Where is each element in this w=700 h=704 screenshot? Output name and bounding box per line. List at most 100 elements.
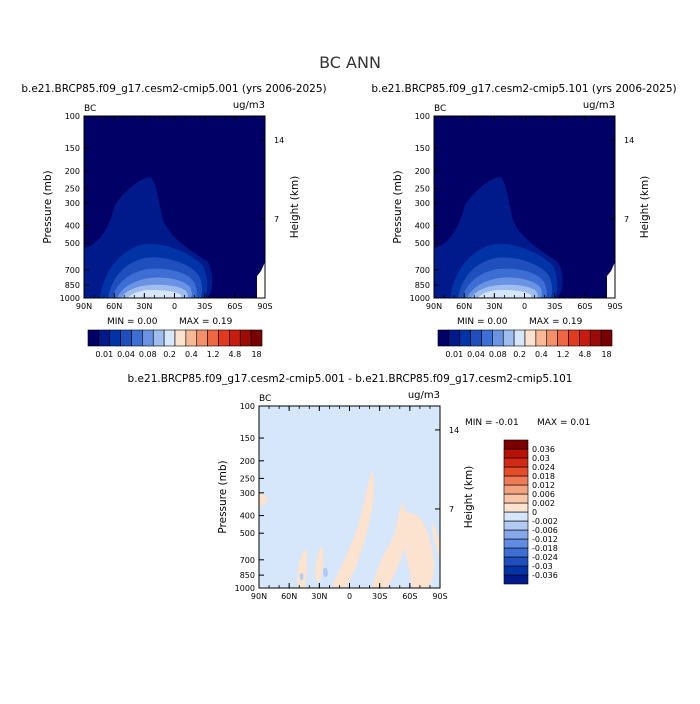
y-tick-label: 100 [415, 112, 430, 121]
y2-tick-label: 14 [274, 136, 284, 145]
colorbar-swatch [492, 329, 504, 347]
panel-2-colorbar: 0.01 0.04 0.08 0.2 0.4 1.2 4.8 18 [437, 329, 613, 359]
colorbar-label: 0.002 [532, 499, 555, 508]
colorbar-swatch [503, 574, 529, 585]
y-tick-label: 700 [240, 556, 255, 565]
colorbar-label: 18 [601, 350, 611, 359]
y-tick-label: 150 [415, 144, 430, 153]
colorbar-swatch [481, 329, 493, 347]
x-tick-label: 60S [577, 302, 592, 311]
y2-tick-label: 14 [624, 136, 634, 145]
y-tick-label: 250 [415, 184, 430, 193]
colorbar-swatch [196, 329, 208, 347]
colorbar-swatch [448, 329, 461, 347]
colorbar-swatch [513, 329, 526, 347]
colorbar-label: -0.018 [532, 544, 558, 553]
colorbar-swatch [239, 329, 252, 347]
x-tick-label: 30S [197, 302, 212, 311]
colorbar-swatch [503, 529, 529, 540]
panel-2-axes: 90N 60N 30N 0 30S 60S 90S 100 150 200 250 300 400 500… [410, 112, 635, 311]
x-tick-label: 90N [251, 592, 267, 601]
colorbar-swatch [109, 329, 121, 347]
panel-3-anomaly-1 [259, 492, 268, 507]
colorbar-swatch [503, 520, 529, 531]
panel-3-variable-label: BC [259, 394, 271, 404]
colorbar-label: 0.024 [532, 463, 555, 472]
x-tick-label: 30N [311, 592, 327, 601]
panel-1-notch [257, 262, 265, 298]
y-tick-label: 150 [240, 434, 255, 443]
panel-1-axes: 90N 60N 30N 0 30S 60S 90S 100 150 200 250 300 400 500… [60, 112, 285, 311]
colorbar-swatch [503, 484, 529, 495]
figure-title: BC ANN [319, 53, 381, 72]
colorbar-label: 0.4 [535, 350, 548, 359]
x-tick-label: 60S [402, 592, 417, 601]
panel-2-contour-7 [478, 290, 531, 298]
colorbar-swatch [503, 565, 529, 576]
colorbar-swatch [87, 329, 100, 347]
x-tick-label: 0 [522, 302, 527, 311]
y-tick-label: 400 [415, 222, 430, 231]
x-tick-label: 90N [76, 302, 92, 311]
panel-1-max: MAX = 0.19 [179, 317, 233, 327]
colorbar-swatch [437, 329, 450, 347]
colorbar-swatch [557, 329, 569, 347]
colorbar-swatch [568, 329, 580, 347]
panel-3-units-label: ug/m3 [408, 390, 440, 401]
panel-2-notch [607, 262, 615, 298]
colorbar-label: 0.018 [532, 472, 555, 481]
colorbar-swatch [152, 329, 165, 347]
panel-1-units-label: ug/m3 [233, 100, 265, 111]
panel-3-max: MAX = 0.01 [537, 418, 590, 428]
panel-3-anomaly-9 [300, 573, 304, 581]
panel-2-ylabel: Pressure (mb) [392, 170, 404, 243]
colorbar-swatch [589, 329, 602, 347]
colorbar-swatch [503, 448, 529, 459]
colorbar-swatch [503, 502, 529, 513]
colorbar-label: 0.006 [532, 490, 555, 499]
x-tick-label: 90S [257, 302, 272, 311]
colorbar-label: 1.2 [557, 350, 570, 359]
x-tick-label: 30S [372, 592, 387, 601]
panel-1-title: b.e21.BRCP85.f09_g17.cesm2-cmip5.001 (yr… [21, 83, 326, 95]
x-tick-label: 30S [547, 302, 562, 311]
colorbar-swatch [535, 329, 548, 347]
colorbar-swatch [98, 329, 111, 347]
x-tick-label: 60S [227, 302, 242, 311]
y-tick-label: 400 [240, 512, 255, 521]
colorbar-swatch [503, 466, 529, 477]
colorbar-label: 0.2 [163, 350, 176, 359]
panel-3-axes: 90N 60N 30N 0 30S 60S 90S 100 150 200 250 300 400 500… [235, 402, 460, 601]
colorbar-swatch [207, 329, 219, 347]
colorbar-label: -0.024 [532, 553, 558, 562]
y-tick-label: 400 [65, 222, 80, 231]
y2-tick-label: 7 [624, 215, 629, 224]
panel-2-variable-label: BC [434, 104, 446, 114]
x-tick-label: 0 [172, 302, 177, 311]
panel-3-title: b.e21.BRCP85.f09_g17.cesm2-cmip5.001 - b… [128, 373, 573, 385]
x-tick-label: 90S [432, 592, 447, 601]
panel-1-contour-7 [128, 290, 181, 298]
colorbar-swatch [185, 329, 198, 347]
panel-3-ylabel: Pressure (mb) [217, 460, 229, 533]
colorbar-swatch [600, 329, 613, 347]
panel-3-anomaly-7 [432, 522, 440, 560]
colorbar-label: 0 [532, 508, 537, 517]
colorbar-label: 0.03 [532, 454, 550, 463]
colorbar-swatch [142, 329, 154, 347]
colorbar-swatch [470, 329, 482, 347]
panel-3-field [259, 406, 440, 588]
y-tick-label: 1000 [235, 584, 255, 593]
colorbar-label: 4.8 [578, 350, 591, 359]
y-tick-label: 100 [65, 112, 80, 121]
y-tick-label: 250 [240, 474, 255, 483]
panel-3-min: MIN = -0.01 [465, 418, 519, 428]
colorbar-swatch [120, 329, 132, 347]
y-tick-label: 500 [415, 239, 430, 248]
y2-tick-label: 14 [449, 426, 459, 435]
panel-3: b.e21.BRCP85.f09_g17.cesm2-cmip5.001 - b… [128, 373, 591, 601]
colorbar-label: 0.2 [513, 350, 526, 359]
colorbar-label: 0.036 [532, 445, 555, 454]
colorbar-swatch [503, 547, 529, 558]
